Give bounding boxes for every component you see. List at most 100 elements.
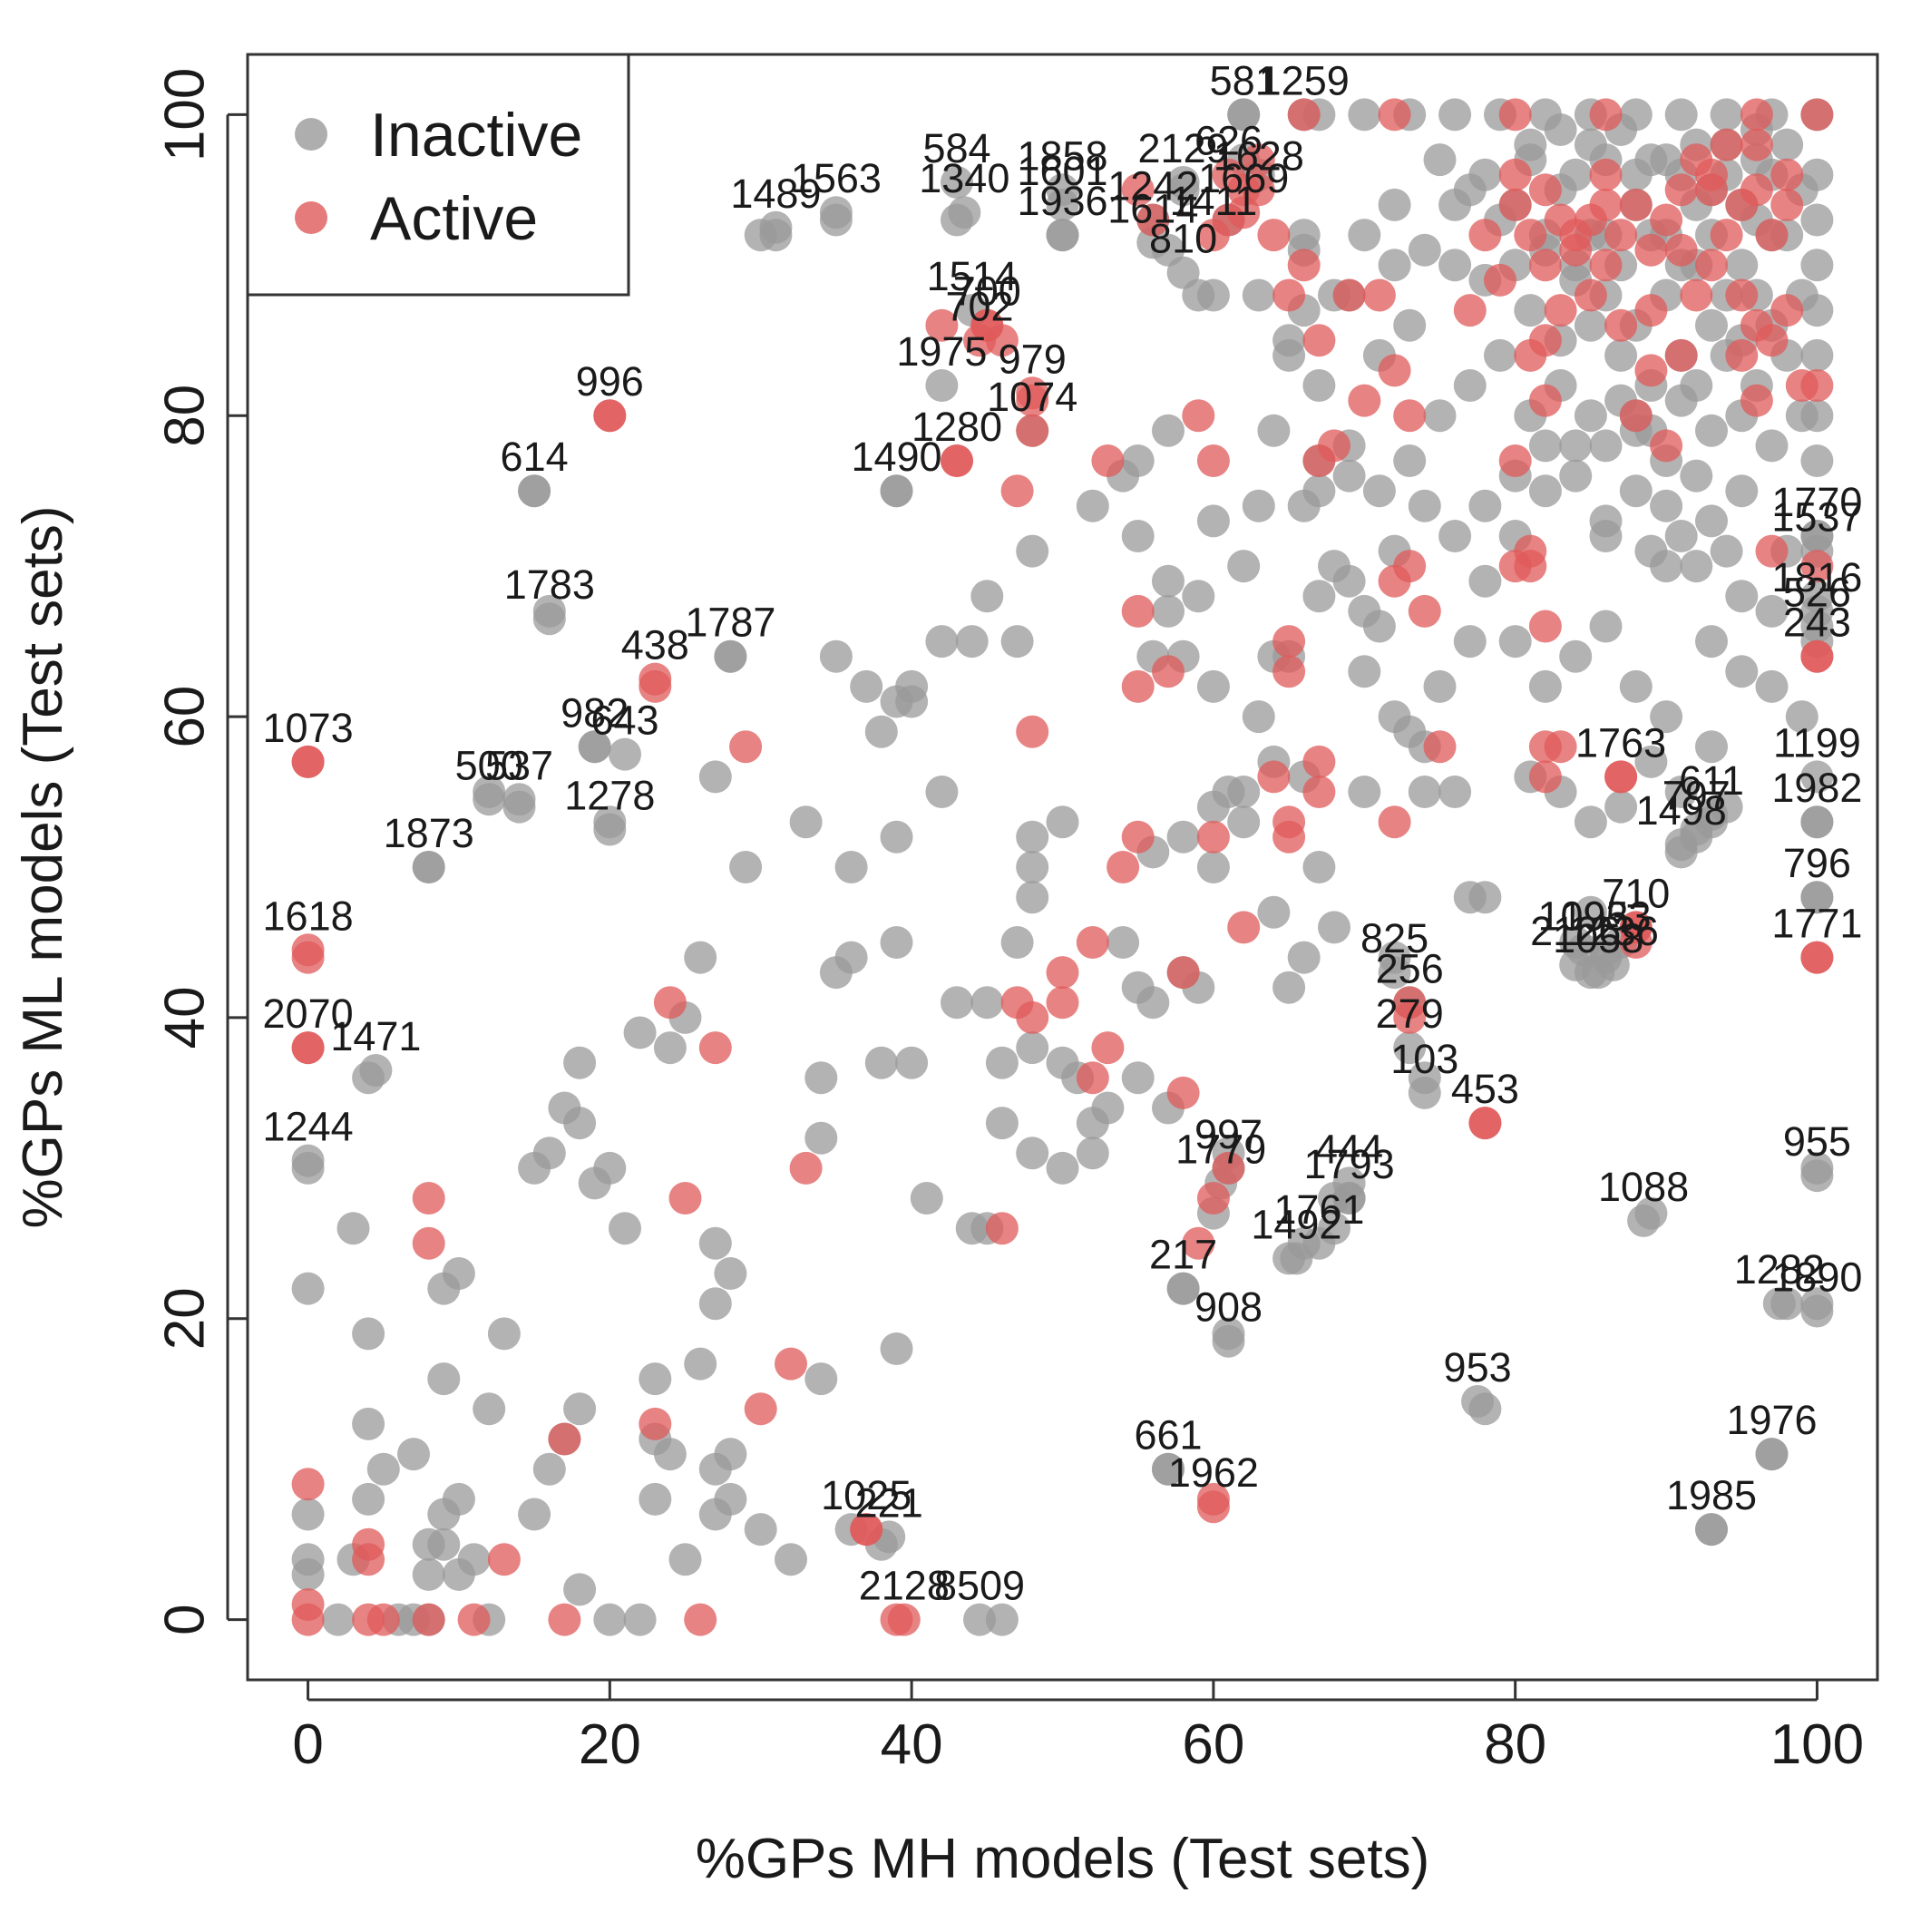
point-inactive <box>819 196 853 229</box>
point-label-453: 453 <box>1451 1066 1519 1112</box>
point-active <box>1016 376 1049 410</box>
y-axis-title: %GPs ML models (Test sets) <box>12 505 74 1228</box>
point-inactive <box>336 1212 370 1245</box>
point-inactive <box>804 1362 838 1396</box>
point-inactive <box>1318 911 1350 944</box>
point-active <box>1650 203 1683 237</box>
point-inactive <box>1680 550 1713 583</box>
legend-box <box>246 53 630 297</box>
point-inactive <box>1152 414 1185 447</box>
point-inactive <box>412 1527 445 1561</box>
y-tick-label: 80 <box>154 385 217 447</box>
point-label-2128: 2128 <box>859 1563 950 1609</box>
point-inactive <box>1378 956 1411 990</box>
point-label-626: 626 <box>1194 118 1263 164</box>
point-inactive <box>864 715 898 748</box>
point-inactive <box>1348 655 1381 688</box>
point-inactive <box>819 639 853 673</box>
point-inactive <box>1664 828 1698 862</box>
point-active <box>1484 263 1516 297</box>
point-label-979: 979 <box>999 336 1067 382</box>
point-inactive <box>1695 504 1728 538</box>
point-inactive <box>366 1452 400 1486</box>
point-label-2126: 2126 <box>1530 908 1621 954</box>
point-active <box>1076 926 1109 959</box>
point-active <box>1378 805 1411 839</box>
point-active <box>789 1151 823 1185</box>
point-active <box>1332 278 1366 312</box>
point-inactive <box>1016 1137 1049 1170</box>
point-active <box>1755 534 1789 568</box>
point-active <box>352 1543 385 1576</box>
point-active <box>1302 324 1336 357</box>
point-active <box>1740 173 1773 207</box>
point-active <box>366 1603 400 1636</box>
point-inactive <box>1627 1204 1661 1237</box>
point-active <box>1559 219 1593 252</box>
point-inactive <box>880 474 913 508</box>
point-active <box>1664 338 1698 372</box>
point-label-1936: 1936 <box>1017 178 1107 224</box>
point-inactive <box>1468 881 1502 914</box>
point-active <box>548 1603 581 1636</box>
point-active <box>1468 219 1502 252</box>
point-inactive <box>359 1054 393 1087</box>
point-inactive <box>593 813 627 846</box>
point-label-1787: 1787 <box>685 600 775 646</box>
point-inactive <box>1121 971 1155 1004</box>
point-inactive <box>1484 338 1516 372</box>
point-inactive <box>532 1452 566 1486</box>
point-inactive <box>473 783 506 816</box>
point-active <box>1016 1000 1049 1034</box>
point-inactive <box>1136 226 1170 259</box>
point-inactive <box>955 625 989 659</box>
point-inactive <box>1770 128 1804 161</box>
point-active <box>1498 444 1532 477</box>
point-inactive <box>321 1603 355 1636</box>
point-inactive <box>684 941 717 974</box>
point-inactive <box>1332 1182 1366 1215</box>
point-inactive <box>880 820 913 854</box>
point-label-1614: 1614 <box>1107 185 1198 231</box>
point-label-1761: 1761 <box>1273 1186 1364 1233</box>
point-active <box>1362 278 1396 312</box>
point-inactive <box>1046 219 1079 252</box>
point-label-1982: 1982 <box>1771 765 1862 811</box>
point-inactive <box>1800 338 1834 372</box>
point-inactive <box>1046 1151 1079 1185</box>
point-active <box>1725 278 1759 312</box>
point-label-1489: 1489 <box>730 171 821 217</box>
point-inactive <box>948 196 981 229</box>
point-active <box>1619 911 1653 944</box>
point-active <box>1423 730 1457 764</box>
point-inactive <box>1800 203 1834 237</box>
point-active <box>1589 98 1623 132</box>
legend-label-inactive: Inactive <box>370 101 582 170</box>
point-label-1953: 1953 <box>1560 893 1651 939</box>
point-inactive <box>1680 459 1713 493</box>
point-active <box>1257 219 1291 252</box>
point-active <box>1136 203 1170 237</box>
point-inactive <box>1332 564 1366 598</box>
points-layer <box>291 98 1834 1636</box>
point-inactive <box>578 1166 611 1200</box>
point-label-221: 221 <box>855 1479 923 1526</box>
point-inactive <box>291 1498 325 1531</box>
point-active <box>729 730 763 764</box>
point-active <box>925 308 959 342</box>
point-active <box>291 933 325 967</box>
point-active <box>1634 354 1668 387</box>
point-active <box>775 1347 807 1381</box>
point-inactive <box>1574 399 1607 433</box>
point-inactive <box>352 1407 385 1440</box>
point-inactive <box>1280 1242 1313 1275</box>
point-inactive <box>744 1513 777 1547</box>
point-inactive <box>1227 98 1261 132</box>
point-label-1771: 1771 <box>1771 901 1862 947</box>
point-active <box>1378 354 1411 387</box>
point-inactive <box>1332 459 1366 493</box>
plot-frame <box>246 53 1879 1682</box>
point-label-1783: 1783 <box>504 561 595 608</box>
point-inactive <box>1378 249 1411 282</box>
